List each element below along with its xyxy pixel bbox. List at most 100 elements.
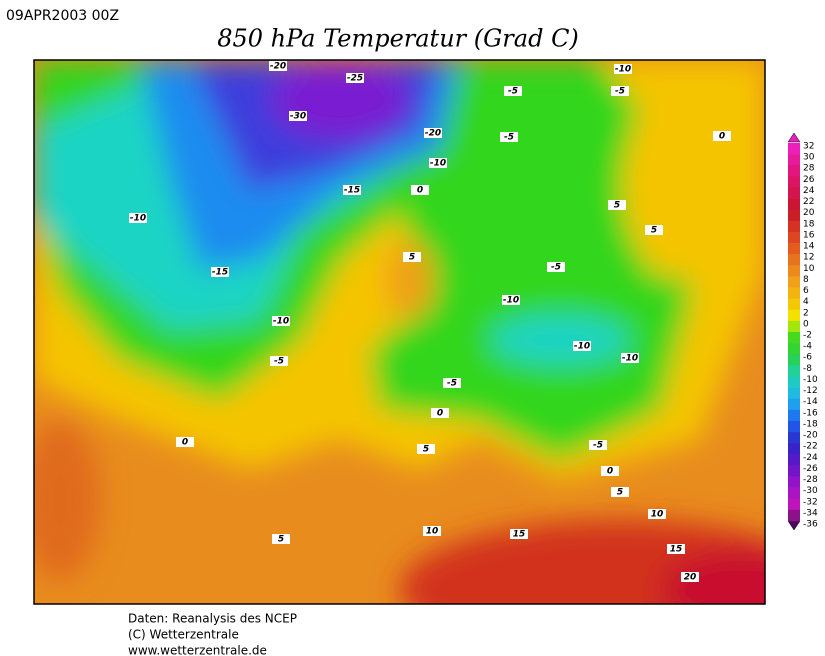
colorbar-swatch	[788, 243, 800, 255]
colorbar-label: -18	[803, 419, 818, 429]
colorbar-swatch	[788, 509, 800, 522]
contour-label-box	[667, 544, 685, 554]
colorbar-label: -30	[803, 486, 818, 496]
contour-label-box	[608, 200, 626, 210]
colorbar-label: -6	[803, 353, 812, 363]
contour-label: 0	[607, 467, 613, 477]
contour-label: 5	[278, 535, 284, 545]
footer-line: www.wetterzentrale.de	[128, 644, 267, 656]
colorbar-swatch	[788, 187, 800, 199]
contour-label: 15	[670, 545, 683, 555]
contour-label: 5	[409, 253, 415, 263]
contour-label-box	[504, 86, 522, 96]
colorbar-swatch	[788, 443, 800, 455]
contour-label: -10	[130, 214, 146, 224]
footer-line: Daten: Reanalysis des NCEP	[128, 612, 297, 626]
colorbar-label: -16	[803, 408, 818, 418]
colorbar-swatch	[788, 332, 800, 344]
colorbar-label: 16	[803, 230, 815, 240]
contour-label-box	[269, 61, 287, 71]
contour-label-box	[423, 526, 441, 536]
colorbar-swatch	[788, 220, 800, 233]
colorbar-label: 14	[803, 242, 815, 252]
contour-label-box	[621, 353, 639, 363]
contour-label: -10	[503, 296, 519, 306]
contour-label-box	[431, 408, 449, 418]
colorbar-label: 26	[803, 175, 815, 185]
contour-label-box	[176, 437, 194, 447]
contour-label: -10	[615, 65, 631, 75]
contour-label-box	[411, 185, 429, 195]
colorbar-label: 8	[803, 275, 809, 285]
map-title: 850 hPa Temperatur (Grad C)	[217, 25, 579, 53]
contour-label-box	[343, 185, 361, 195]
colorbar-swatch	[788, 320, 800, 333]
contour-label-box	[601, 466, 619, 476]
colorbar-swatch	[788, 287, 800, 299]
colorbar-top-arrow	[787, 132, 801, 143]
colorbar-label: -12	[803, 386, 818, 396]
contour-label-box	[403, 252, 421, 262]
colorbar-swatch	[788, 420, 800, 433]
contour-label-box	[502, 295, 520, 305]
contour-label: -15	[344, 186, 360, 196]
contour-label: -10	[430, 159, 446, 169]
contour-label-box	[129, 213, 147, 223]
colorbar-label: -20	[803, 431, 818, 441]
colorbar-label: 18	[803, 219, 815, 229]
colorbar-label: 24	[803, 186, 815, 196]
contour-labels: -20 -25 -30 -20 -10 -15 0 -5 -10 -5 -5 0 5 5 -10 -15 5 -5…	[129, 61, 731, 583]
footer-line: (C) Wetterzentrale	[128, 628, 239, 642]
contour-label: 5	[423, 445, 429, 455]
contour-label: 0	[417, 186, 423, 196]
contour-label: -10	[622, 354, 638, 364]
contour-label: -20	[425, 129, 441, 139]
colorbar-label: -14	[803, 397, 818, 407]
colorbar-label: 22	[803, 197, 814, 207]
contour-label-box	[510, 529, 528, 539]
colorbar-swatch	[788, 176, 800, 188]
colorbar-label: -26	[803, 464, 818, 474]
contour-label: 0	[719, 132, 725, 142]
contour-label-box	[289, 111, 307, 121]
colorbar-label: -32	[803, 497, 818, 507]
colorbar-label: 2	[803, 308, 809, 318]
contour-label: -5	[508, 87, 518, 97]
contour-label-box	[270, 356, 288, 366]
colorbar-label: 28	[803, 164, 815, 174]
colorbar-bottom-arrow	[787, 520, 801, 531]
colorbar-swatch	[788, 465, 800, 477]
map-frame	[33, 59, 766, 605]
contour-label: -5	[551, 263, 561, 273]
colorbar-swatch	[788, 398, 800, 411]
contour-label-box	[614, 64, 632, 74]
colorbar-swatch	[788, 454, 800, 466]
colorbar-swatch	[788, 487, 800, 500]
colorbar-label: -24	[803, 453, 818, 463]
colorbar-swatch	[788, 231, 800, 244]
contour-label: 5	[651, 226, 657, 236]
colorbar-swatch	[788, 209, 800, 222]
colorbar-swatch	[788, 309, 800, 322]
colorbar-swatch	[788, 254, 800, 266]
colorbar-swatch	[788, 343, 800, 355]
colorbar-swatch	[788, 409, 800, 422]
colorbar-swatch	[788, 143, 800, 155]
colorbar-label: 0	[803, 319, 809, 329]
colorbar-swatch	[788, 198, 800, 211]
contour-label: 10	[426, 527, 439, 537]
temperature-field	[34, 60, 765, 604]
contour-label: 0	[182, 438, 188, 448]
colorbar-swatch	[788, 354, 800, 366]
contour-label: 5	[614, 201, 620, 211]
colorbar-label: -36	[803, 520, 818, 530]
colorbar-swatch	[788, 498, 800, 511]
colorbar-label: -8	[803, 364, 812, 374]
contour-label-box	[424, 128, 442, 138]
contour-label: -5	[615, 87, 625, 97]
contour-label: 0	[437, 409, 443, 419]
contour-label: -5	[504, 133, 514, 143]
colorbar-swatch	[788, 365, 800, 377]
contour-label-box	[589, 440, 607, 450]
colorbar-swatch	[788, 298, 800, 311]
